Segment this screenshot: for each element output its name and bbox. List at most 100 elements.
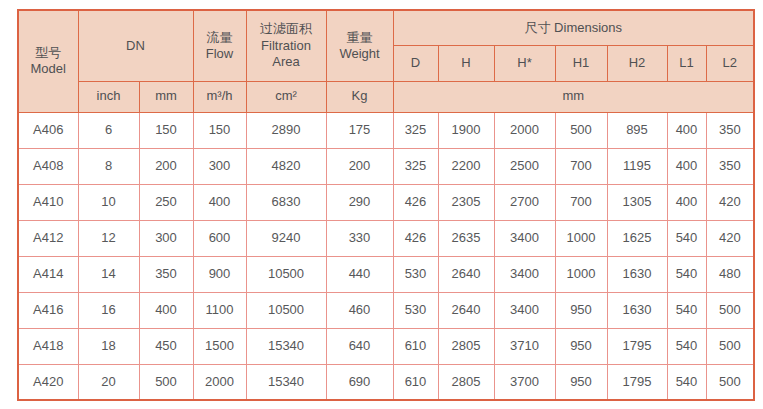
unit-inch: inch <box>78 81 139 112</box>
value-cell: 16 <box>78 292 139 328</box>
model-cell: A412 <box>18 220 78 256</box>
value-cell: 200 <box>326 148 393 184</box>
value-cell: 350 <box>706 112 754 148</box>
value-cell: 1000 <box>555 256 607 292</box>
value-cell: 420 <box>706 184 754 220</box>
value-cell: 1500 <box>193 328 246 364</box>
value-cell: 12 <box>78 220 139 256</box>
value-cell: 1900 <box>438 112 494 148</box>
value-cell: 400 <box>139 292 193 328</box>
unit-dimensions-mm: mm <box>393 81 754 112</box>
value-cell: 200 <box>139 148 193 184</box>
value-cell: 400 <box>667 148 706 184</box>
value-cell: 15340 <box>246 364 326 400</box>
value-cell: 325 <box>393 148 438 184</box>
value-cell: 700 <box>555 184 607 220</box>
model-cell: A418 <box>18 328 78 364</box>
header-model: 型号 Model <box>18 10 78 112</box>
value-cell: 150 <box>193 112 246 148</box>
header-row-units: inch mm m³/h cm² Kg mm <box>18 81 754 112</box>
value-cell: 2640 <box>438 256 494 292</box>
value-cell: 540 <box>667 292 706 328</box>
table-row: A416164001100105004605302640340095016305… <box>18 292 754 328</box>
value-cell: 400 <box>193 184 246 220</box>
value-cell: 2700 <box>494 184 555 220</box>
value-cell: 2305 <box>438 184 494 220</box>
header-dim-h1: H1 <box>555 45 607 81</box>
header-dn: DN <box>78 10 193 81</box>
value-cell: 530 <box>393 256 438 292</box>
table-header: 型号 Model DN 流量 Flow 过滤面积 Filtration Area… <box>18 10 754 112</box>
value-cell: 10 <box>78 184 139 220</box>
value-cell: 14 <box>78 256 139 292</box>
table-row: A412123006009240330426263534001000162554… <box>18 220 754 256</box>
value-cell: 3400 <box>494 220 555 256</box>
value-cell: 150 <box>139 112 193 148</box>
value-cell: 18 <box>78 328 139 364</box>
value-cell: 350 <box>139 256 193 292</box>
value-cell: 1630 <box>607 256 667 292</box>
value-cell: 300 <box>193 148 246 184</box>
table-body: A406615015028901753251900200050089540035… <box>18 112 754 400</box>
table-row: A420205002000153406906102805370095017955… <box>18 364 754 400</box>
value-cell: 250 <box>139 184 193 220</box>
model-cell: A410 <box>18 184 78 220</box>
value-cell: 540 <box>667 328 706 364</box>
value-cell: 500 <box>555 112 607 148</box>
value-cell: 400 <box>667 184 706 220</box>
value-cell: 2635 <box>438 220 494 256</box>
value-cell: 440 <box>326 256 393 292</box>
value-cell: 2640 <box>438 292 494 328</box>
value-cell: 450 <box>139 328 193 364</box>
header-dim-l1: L1 <box>667 45 706 81</box>
value-cell: 3710 <box>494 328 555 364</box>
value-cell: 1795 <box>607 364 667 400</box>
value-cell: 2805 <box>438 328 494 364</box>
value-cell: 2890 <box>246 112 326 148</box>
value-cell: 950 <box>555 328 607 364</box>
value-cell: 400 <box>667 112 706 148</box>
value-cell: 950 <box>555 364 607 400</box>
value-cell: 540 <box>667 256 706 292</box>
value-cell: 420 <box>706 220 754 256</box>
value-cell: 426 <box>393 184 438 220</box>
value-cell: 15340 <box>246 328 326 364</box>
value-cell: 3700 <box>494 364 555 400</box>
value-cell: 290 <box>326 184 393 220</box>
value-cell: 690 <box>326 364 393 400</box>
value-cell: 540 <box>667 220 706 256</box>
header-row-groups: 型号 Model DN 流量 Flow 过滤面积 Filtration Area… <box>18 10 754 45</box>
table-row: A414143509001050044053026403400100016305… <box>18 256 754 292</box>
value-cell: 3400 <box>494 256 555 292</box>
value-cell: 500 <box>706 292 754 328</box>
value-cell: 1795 <box>607 328 667 364</box>
value-cell: 480 <box>706 256 754 292</box>
model-cell: A408 <box>18 148 78 184</box>
value-cell: 460 <box>326 292 393 328</box>
value-cell: 2000 <box>494 112 555 148</box>
value-cell: 2500 <box>494 148 555 184</box>
value-cell: 2200 <box>438 148 494 184</box>
page: 型号 Model DN 流量 Flow 过滤面积 Filtration Area… <box>0 0 763 409</box>
spec-table: 型号 Model DN 流量 Flow 过滤面积 Filtration Area… <box>17 9 755 401</box>
value-cell: 1195 <box>607 148 667 184</box>
value-cell: 895 <box>607 112 667 148</box>
value-cell: 640 <box>326 328 393 364</box>
value-cell: 9240 <box>246 220 326 256</box>
value-cell: 1625 <box>607 220 667 256</box>
value-cell: 2000 <box>193 364 246 400</box>
value-cell: 600 <box>193 220 246 256</box>
value-cell: 4820 <box>246 148 326 184</box>
table-row: A408820030048202003252200250070011954003… <box>18 148 754 184</box>
header-dim-h: H <box>438 45 494 81</box>
value-cell: 540 <box>667 364 706 400</box>
value-cell: 426 <box>393 220 438 256</box>
header-filtration-area: 过滤面积 Filtration Area <box>246 10 326 81</box>
value-cell: 3400 <box>494 292 555 328</box>
unit-flow: m³/h <box>193 81 246 112</box>
value-cell: 6830 <box>246 184 326 220</box>
model-cell: A420 <box>18 364 78 400</box>
value-cell: 610 <box>393 328 438 364</box>
value-cell: 20 <box>78 364 139 400</box>
header-dim-hstar: H* <box>494 45 555 81</box>
